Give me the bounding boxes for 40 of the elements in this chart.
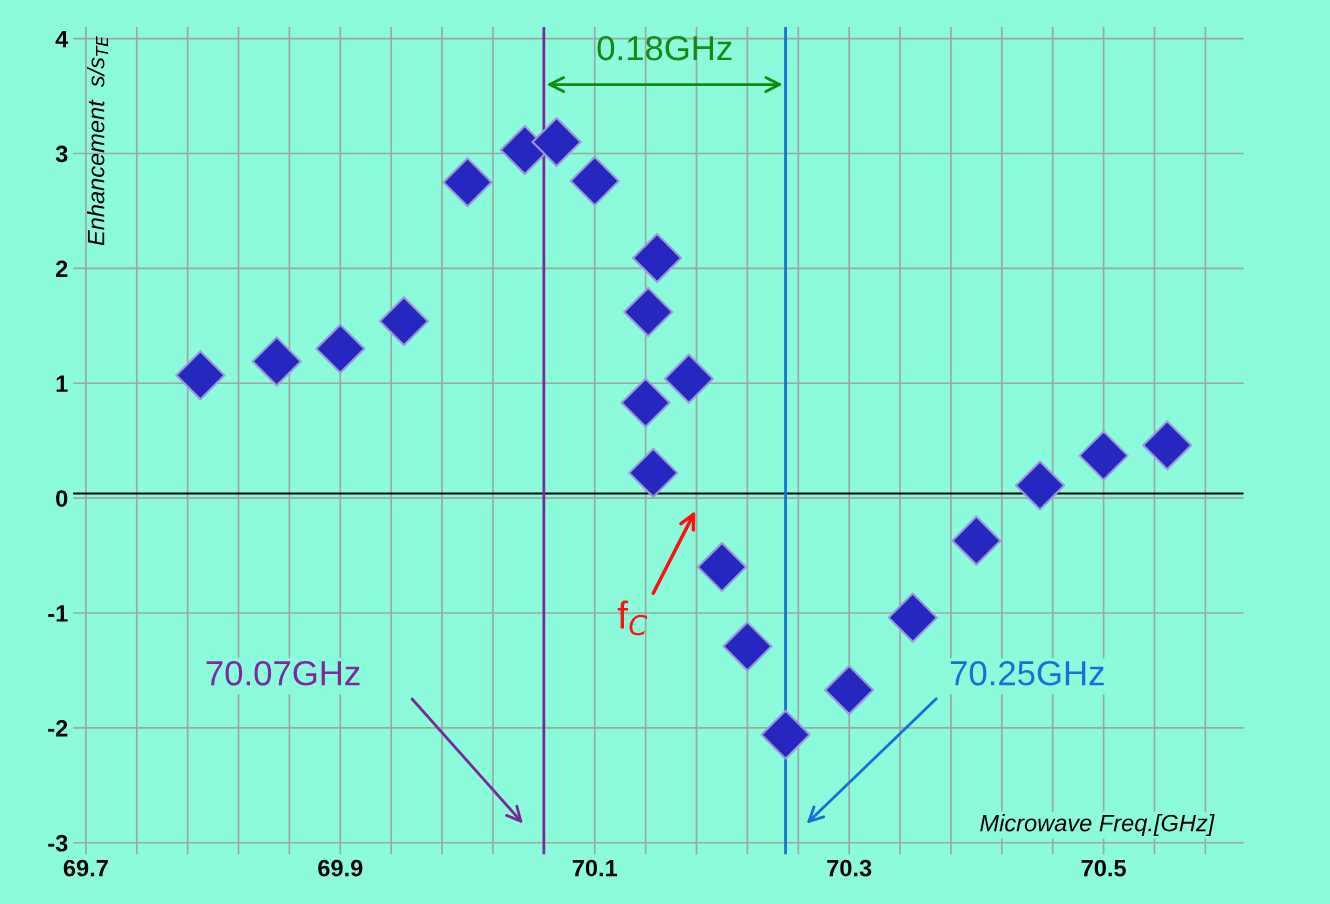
y-tick-label: 2	[55, 260, 68, 277]
x-tick-label: 70.1	[572, 859, 618, 877]
point	[442, 157, 493, 208]
point	[631, 232, 683, 284]
point	[378, 296, 430, 347]
point	[620, 377, 671, 428]
annotation: 0.18GHz	[597, 35, 732, 61]
point	[175, 350, 226, 401]
ref-line-label: 70.25GHz	[950, 660, 1104, 686]
point	[951, 515, 1002, 566]
x-tick-label: 70.3	[827, 859, 872, 877]
point	[663, 353, 714, 404]
annotation: f$_{C}$	[617, 600, 648, 636]
x-tick-label: 69.9	[318, 859, 363, 877]
point	[824, 664, 875, 716]
point	[760, 709, 811, 760]
point	[569, 155, 620, 207]
y-tick-label: 1	[56, 375, 68, 392]
point	[315, 323, 366, 374]
x-tick-label: 69.7	[63, 859, 108, 877]
y-tick-label: -3	[48, 834, 68, 852]
y-axis-title: Enhancement s/s$_{TE}$	[87, 36, 109, 246]
y-tick-label: 0	[56, 490, 68, 507]
x-tick-label: 70.5	[1081, 859, 1126, 877]
point	[696, 541, 748, 593]
point	[887, 592, 938, 643]
y-tick-label: 4	[55, 30, 69, 48]
ref-line-label: 70.07GHz	[206, 660, 360, 686]
point	[623, 286, 674, 338]
point	[1142, 420, 1193, 471]
point	[1078, 430, 1129, 481]
point	[1014, 460, 1066, 511]
point	[722, 621, 773, 672]
y-tick-label: -1	[48, 605, 68, 622]
point	[531, 116, 582, 168]
y-tick-label: -2	[48, 719, 68, 737]
point	[251, 336, 302, 387]
x-axis-title: Microwave Freq.[GHz]	[980, 814, 1215, 837]
point	[628, 447, 679, 498]
y-tick-label: 3	[55, 145, 68, 163]
